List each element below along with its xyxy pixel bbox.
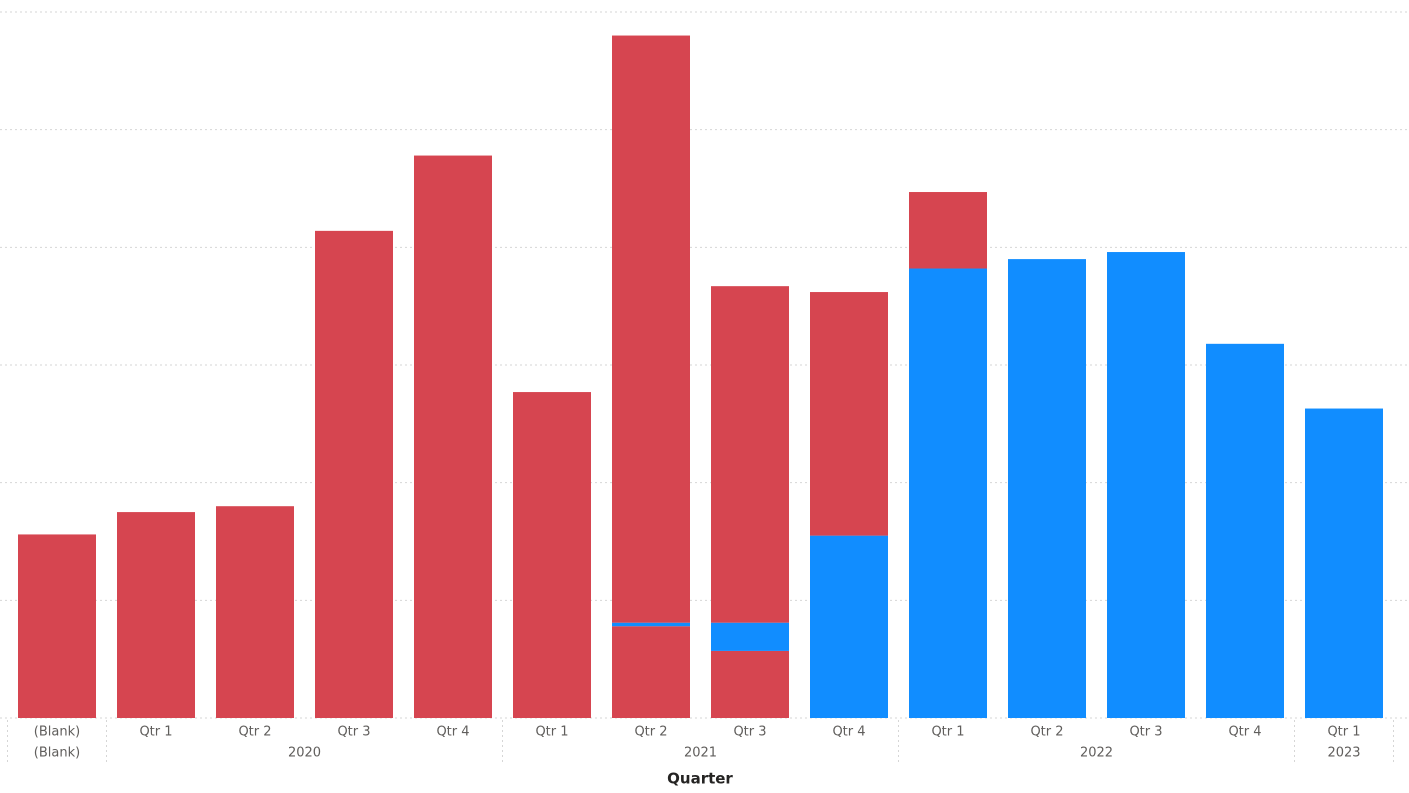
group-label: 2022 (1080, 746, 1113, 761)
group-label: 2021 (684, 746, 717, 761)
bar-segment (117, 512, 195, 718)
x-tick-label: Qtr 1 (1327, 725, 1360, 740)
x-tick-label: Qtr 4 (1228, 725, 1261, 740)
group-label: 2020 (288, 746, 321, 761)
bar-segment (612, 622, 690, 627)
bar-segment (1305, 408, 1383, 718)
bar-segment (711, 622, 789, 651)
bar-segment (315, 230, 393, 719)
bar-segment (711, 650, 789, 718)
x-tick-label: Qtr 2 (238, 725, 271, 740)
x-tick-label: (Blank) (34, 725, 80, 740)
bar-segment (216, 506, 294, 718)
x-axis-title: Quarter (667, 770, 733, 788)
bar-segment (1107, 252, 1185, 719)
x-tick-label: Qtr 1 (139, 725, 172, 740)
x-tick-label: Qtr 3 (1129, 725, 1162, 740)
x-tick-label: Qtr 2 (1030, 725, 1063, 740)
x-tick-label: Qtr 3 (337, 725, 370, 740)
x-tick-label: Qtr 4 (436, 725, 469, 740)
x-tick-label: Qtr 1 (535, 725, 568, 740)
bar-segment (18, 534, 96, 718)
group-label: (Blank) (34, 746, 80, 761)
bar-segment (810, 292, 888, 536)
bar-segment (1206, 343, 1284, 718)
x-tick-label: Qtr 4 (832, 725, 865, 740)
x-tick-label: Qtr 2 (634, 725, 667, 740)
bar-segment (1008, 259, 1086, 718)
x-tick-label: Qtr 1 (931, 725, 964, 740)
x-tick-label: Qtr 3 (733, 725, 766, 740)
group-label: 2023 (1327, 746, 1360, 761)
bar-segment (612, 626, 690, 718)
bar-segment (414, 155, 492, 718)
bar-segment (909, 192, 987, 269)
bar-segment (612, 35, 690, 623)
bar-segment (711, 286, 789, 623)
bar-segment (909, 268, 987, 718)
bar-segment (810, 535, 888, 718)
bar-segment (513, 392, 591, 718)
